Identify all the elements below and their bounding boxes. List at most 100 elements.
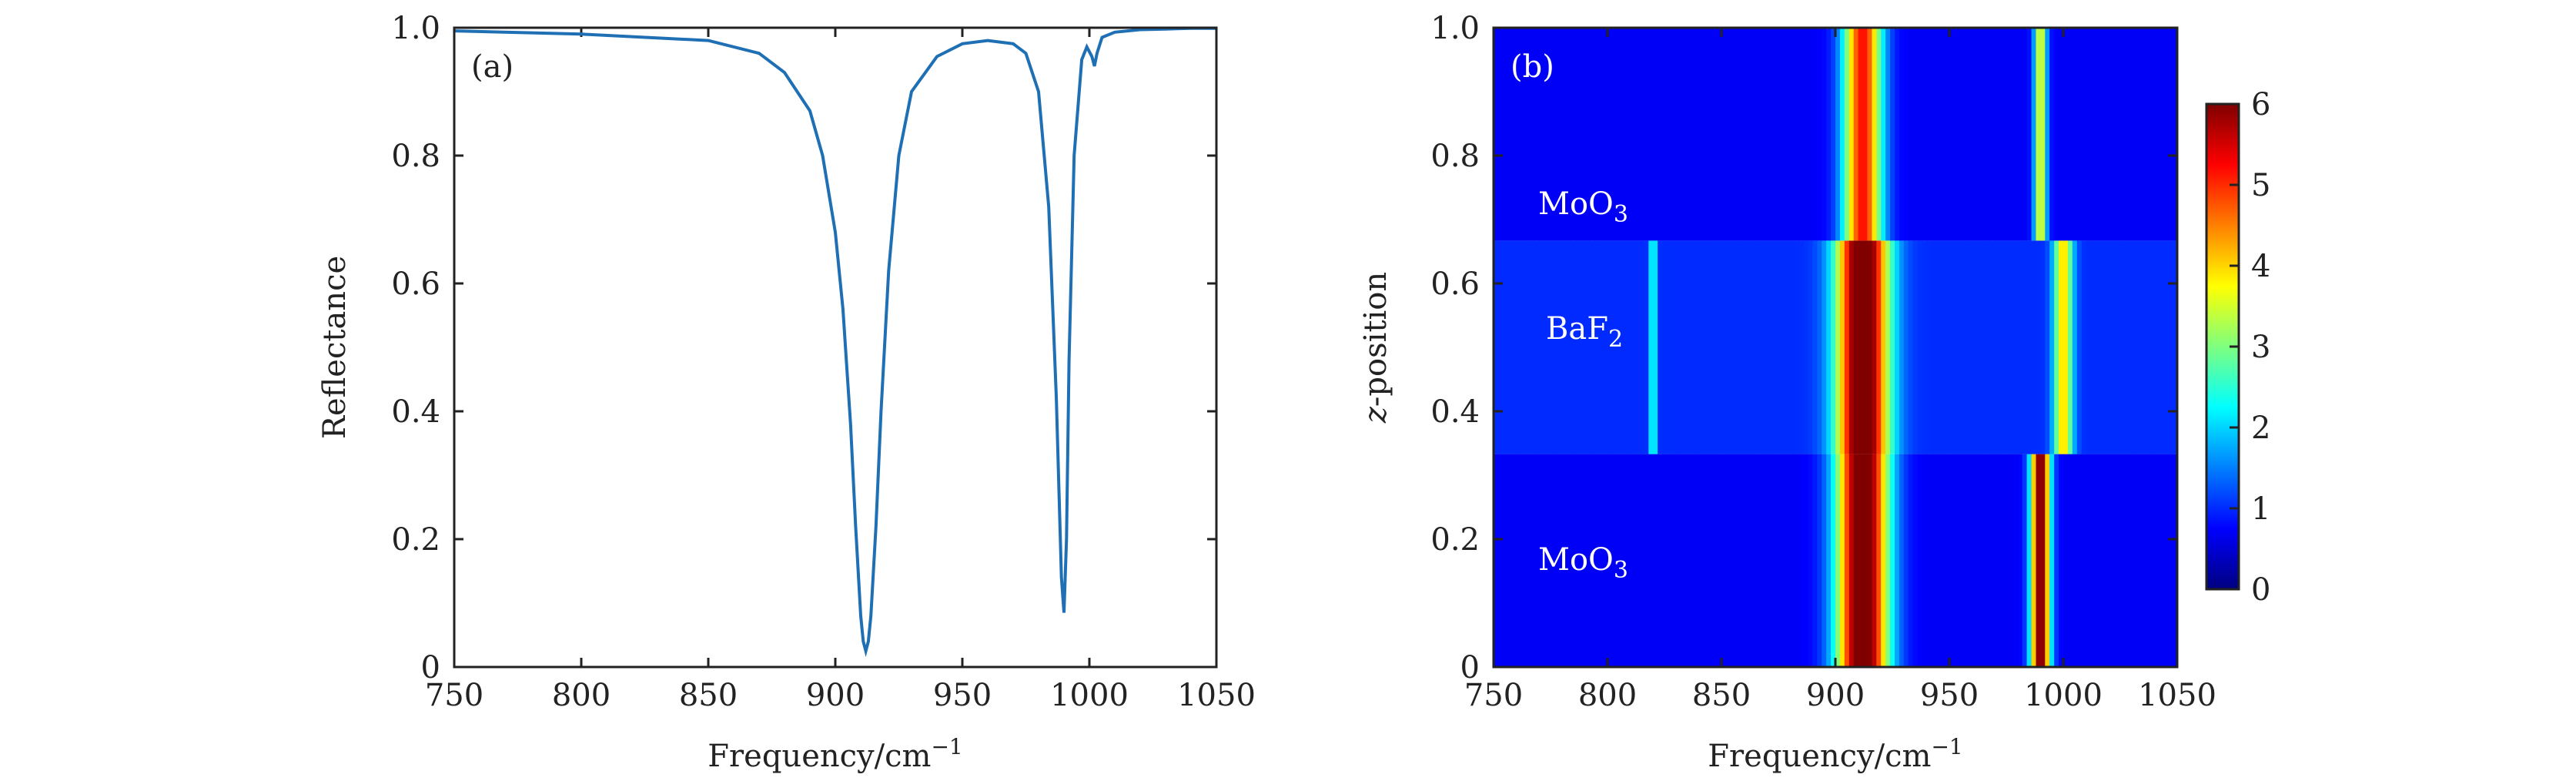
heatmap-cell <box>1616 454 1622 667</box>
heatmap-cell <box>1521 240 1526 454</box>
heatmap-cell <box>2081 454 2087 667</box>
heatmap-cell <box>1680 28 1686 241</box>
heatmap-cell <box>1822 28 1827 241</box>
heatmap-cell <box>1675 454 1681 667</box>
heatmap-cell <box>1862 240 1868 454</box>
heatmap-cell <box>1858 240 1864 454</box>
heatmap-cell <box>1594 240 1599 454</box>
heatmap-cell <box>2067 28 2073 241</box>
heatmap-cell <box>1584 28 1590 241</box>
heatmap-cell <box>2126 240 2133 454</box>
heatmap-cell <box>2163 454 2169 667</box>
heatmap-cell <box>1839 240 1845 454</box>
heatmap-cell <box>1962 28 1969 241</box>
heatmap-cell <box>1712 240 1718 454</box>
heatmap-cell <box>1776 240 1781 454</box>
heatmap-cell <box>2118 240 2123 454</box>
heatmap-cell <box>1931 240 1936 454</box>
heatmap-cell <box>1990 28 1996 241</box>
heatmap-cell <box>1945 28 1950 241</box>
heatmap-cell <box>1721 454 1727 667</box>
heatmap-cell <box>1544 240 1549 454</box>
heatmap-cell <box>1607 28 1613 241</box>
heatmap-cell <box>1867 454 1872 667</box>
heatmap-cell <box>2036 240 2041 454</box>
heatmap-cell <box>1575 454 1581 667</box>
heatmap-cell <box>1544 454 1549 667</box>
heatmap-cell <box>2113 28 2119 241</box>
heatmap-cell <box>1798 454 1805 667</box>
heatmap-cell <box>2140 454 2146 667</box>
heatmap-cell <box>1899 28 1905 241</box>
heatmap-cell <box>2104 454 2109 667</box>
heatmap-cell <box>2131 454 2137 667</box>
heatmap-cell <box>2076 28 2083 241</box>
heatmap-cell <box>2136 28 2142 241</box>
heatmap-cell <box>1530 28 1535 241</box>
heatmap-cell <box>1872 454 1877 667</box>
heatmap-cell <box>1926 28 1932 241</box>
heatmap-cell <box>1981 28 1986 241</box>
heatmap-cell <box>1844 454 1850 667</box>
heatmap-cell <box>1798 240 1805 454</box>
heatmap-cell <box>1844 240 1850 454</box>
heatmap-cell <box>1494 28 1499 241</box>
panel-a-x-tick-label: 950 <box>933 678 992 713</box>
heatmap-cell <box>1771 28 1777 241</box>
heatmap-cell <box>1817 240 1822 454</box>
panel-a-x-tick-label: 850 <box>679 678 738 713</box>
colorbar: 0 1 2 3 4 5 6 <box>2205 87 2270 608</box>
heatmap-cell <box>1895 454 1900 667</box>
heatmap-cell <box>1548 454 1554 667</box>
heatmap-cell <box>2136 240 2142 454</box>
heatmap-cell <box>1812 454 1818 667</box>
panel-b-y-tick-label: 0.6 <box>1430 266 1480 302</box>
heatmap-cell <box>1972 454 1978 667</box>
heatmap-cell <box>1858 28 1864 241</box>
heatmap-cell <box>1862 28 1868 241</box>
heatmap-cell <box>1730 240 1736 454</box>
heatmap-cell <box>2090 454 2096 667</box>
heatmap-cell <box>1812 240 1818 454</box>
heatmap-cell <box>1575 240 1581 454</box>
heatmap-cell <box>1858 454 1864 667</box>
heatmap-cell <box>2095 240 2100 454</box>
heatmap-cell <box>1507 28 1513 241</box>
heatmap-cell <box>2012 454 2019 667</box>
heatmap-cell <box>1653 454 1658 667</box>
heatmap-cell <box>1835 28 1841 241</box>
heatmap-cell <box>1962 240 1969 454</box>
heatmap-cell <box>2131 240 2137 454</box>
heatmap-cell <box>2095 28 2100 241</box>
heatmap-cell <box>1539 454 1544 667</box>
panel-a-y-tick-label: 0 <box>421 650 440 685</box>
heatmap-cell <box>1497 240 1504 454</box>
heatmap-cell <box>1739 28 1745 241</box>
heatmap-cell <box>1986 454 1991 667</box>
heatmap-cell <box>1502 454 1508 667</box>
heatmap-cell <box>1771 454 1777 667</box>
panel-a-x-tick-label: 1050 <box>1177 678 1256 713</box>
heatmap-cell <box>2063 454 2069 667</box>
panel-a-y-axis-title: Reflectance <box>317 256 353 439</box>
heatmap-cell <box>1684 454 1691 667</box>
heatmap-cell <box>1935 454 1941 667</box>
heatmap-cell <box>1598 454 1604 667</box>
heatmap-cell <box>2009 240 2014 454</box>
heatmap-cell <box>1521 28 1526 241</box>
heatmap-cell <box>2067 454 2073 667</box>
heatmap-cell <box>1958 240 1964 454</box>
heatmap-cell <box>1794 454 1800 667</box>
heatmap-cell <box>1762 240 1768 454</box>
heatmap-cell <box>1658 240 1663 454</box>
heatmap-cell <box>1607 454 1613 667</box>
heatmap-cell <box>1553 28 1558 241</box>
heatmap-cell <box>1584 240 1590 454</box>
heatmap-cell <box>1753 454 1758 667</box>
heatmap-cell <box>2173 454 2177 667</box>
heatmap-cell <box>2022 28 2028 241</box>
heatmap-cell <box>1912 454 1919 667</box>
heatmap-cell <box>1812 28 1818 241</box>
heatmap-cell <box>1785 454 1791 667</box>
panel-a-y-tick-label: 0.4 <box>391 394 440 430</box>
